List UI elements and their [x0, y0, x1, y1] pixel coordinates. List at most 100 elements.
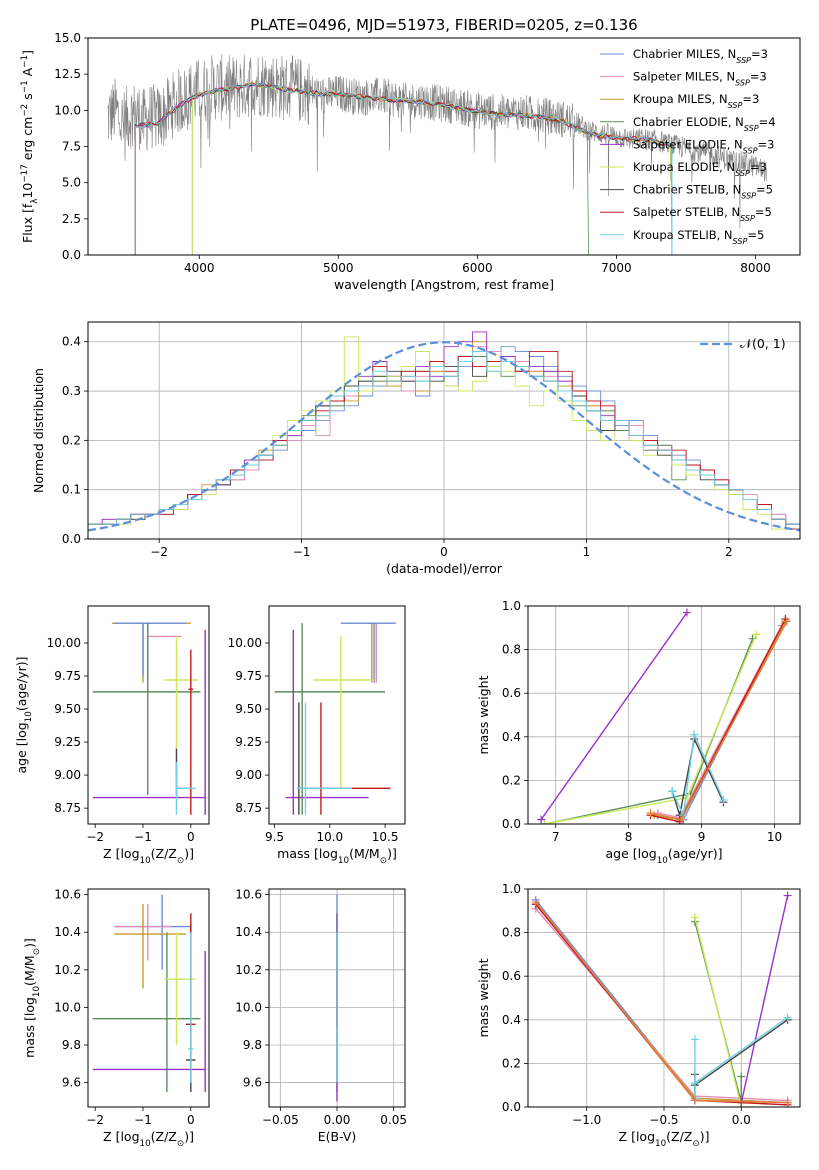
normal-curve [88, 341, 800, 532]
axes-frame [527, 888, 801, 1108]
weight-marker [677, 815, 686, 824]
spectrum-plot-area [107, 54, 767, 255]
weight-vs-age-plot-area [537, 608, 791, 824]
y-tick-label: 2.5 [62, 212, 81, 226]
figure-title: PLATE=0496, MJD=51973, FIBERID=0205, z=0… [250, 16, 637, 34]
y-tick-label: 0.0 [502, 1100, 521, 1114]
x-tick-label: 10.5 [372, 830, 399, 844]
y-axis-label: mass weight [476, 675, 491, 754]
y-tick-label: 10.0 [235, 1000, 262, 1014]
y-tick-label: 10.4 [235, 925, 262, 939]
spectrum-legend: Chabrier MILES, NSSP=3 Salpeter MILES, NS… [600, 47, 776, 245]
axes-layer: 4000 5000 6000 7000 80000.02.55.07.510.012.5… [14, 31, 801, 1149]
legend-label: Kroupa STELIB, NSSP=5 [633, 228, 764, 246]
y-tick-label: 12.5 [54, 67, 81, 81]
y-tick-label: 9.6 [62, 1076, 81, 1090]
weight-marker [690, 1035, 699, 1044]
weight-marker [690, 730, 699, 739]
y-tick-label: 9.50 [235, 702, 262, 716]
y-axis-label: Flux [fλ10−17 erg cm−2 s−1 A−1] [20, 50, 40, 243]
x-tick-label: −1 [134, 830, 152, 844]
residuals-legend: 𝒩(0, 1) [700, 336, 786, 351]
residuals-plot-area [88, 331, 800, 532]
y-tick-label: 10.2 [235, 963, 262, 977]
y-tick-label: 0.4 [62, 335, 81, 349]
x-tick-label: 7000 [601, 261, 632, 275]
x-tick-label: 0.00 [324, 1113, 351, 1127]
y-tick-label: 1.0 [502, 882, 521, 896]
weight-line-kroupa-elodie [694, 917, 742, 1107]
mass-vs-Z-axes: −2 −1 0 9.6 9.8 10.0 10.2 10.4 10.6 Z [log10(Z/Z⊙… [22, 888, 210, 1149]
x-tick-label: 9 [698, 830, 706, 844]
y-axis-label: age [log10(age/yr)] [14, 656, 34, 773]
x-axis-label: E(B-V) [318, 1129, 357, 1144]
legend-label: 𝒩(0, 1) [740, 336, 786, 351]
y-tick-label: 0.0 [62, 248, 81, 262]
x-axis-label: (data-model)/error [386, 561, 503, 576]
y-tick-label: 9.6 [243, 1076, 262, 1090]
y-tick-label: 9.75 [235, 669, 262, 683]
x-tick-label: 7 [552, 830, 560, 844]
x-tick-label: 5000 [323, 261, 354, 275]
x-tick-label: 0 [187, 1113, 195, 1127]
legend-label: Chabrier ELODIE, NSSP=4 [633, 115, 776, 133]
y-tick-label: 0.1 [62, 483, 81, 497]
axes-frame [87, 321, 801, 540]
y-tick-label: 9.25 [235, 735, 262, 749]
y-tick-label: 8.75 [54, 801, 81, 815]
weight-line-kroupa-stelib [694, 1017, 789, 1099]
axes-frame [268, 605, 406, 825]
age-vs-mass-axes: 9.5 10.0 10.5 8.75 9.00 9.25 9.50 9.75 10.00 mass… [228, 605, 406, 866]
spectrum-axes: 4000 5000 6000 7000 8000 0.0 2.5 5.0 7.5 10.0 12.5… [20, 31, 801, 292]
y-tick-label: 10.00 [228, 636, 262, 650]
y-tick-label: 15.0 [54, 31, 81, 45]
legend-label: Kroupa MILES, NSSP=3 [633, 92, 759, 110]
y-tick-label: 0.2 [502, 1056, 521, 1070]
weight-marker [783, 1013, 792, 1022]
y-tick-label: 0.0 [502, 817, 521, 831]
y-tick-label: 0.6 [502, 686, 521, 700]
y-tick-label: 9.00 [54, 768, 81, 782]
x-tick-label: 0.0 [732, 1113, 751, 1127]
y-tick-label: 10.6 [235, 888, 262, 902]
model-line-kroupa-stelib [134, 82, 673, 255]
weight-marker [537, 815, 546, 824]
weight-vs-age-axes: 7 8 9 10 0.0 0.2 0.4 0.6 0.8 1.0 age [log10(age/yr… [476, 599, 801, 866]
y-tick-label: 1.0 [502, 599, 521, 613]
y-tick-label: 9.8 [62, 1038, 81, 1052]
y-tick-label: 0.2 [62, 433, 81, 447]
y-tick-label: 0.8 [502, 926, 521, 940]
x-tick-label: 4000 [184, 261, 215, 275]
weight-marker [752, 630, 761, 639]
y-tick-label: 5.0 [62, 176, 81, 190]
x-tick-label: 8000 [740, 261, 771, 275]
x-tick-label: −1 [134, 1113, 152, 1127]
x-tick-label: −1.0 [572, 1113, 601, 1127]
legend-label: Salpeter ELODIE, NSSP=3 [633, 137, 774, 155]
y-tick-label: 9.75 [54, 669, 81, 683]
x-tick-label: 6000 [462, 261, 493, 275]
y-tick-label: 0.3 [62, 384, 81, 398]
y-tick-label: 8.75 [235, 801, 262, 815]
weight-vs-Z-axes: −1.0 −0.5 0.0 0.0 0.2 0.4 0.6 0.8 1.0 Z [log10(Z/… [476, 882, 801, 1149]
histogram-kroupa-stelib [88, 351, 800, 525]
age-vs-Z-plot-area [92, 622, 206, 815]
axes-frame [87, 605, 210, 825]
axes-frame [87, 888, 210, 1108]
weight-line-salpeter-elodie [540, 612, 688, 821]
weight-marker [690, 913, 699, 922]
x-axis-label: Z [log10(Z/Z⊙)] [619, 1129, 710, 1149]
x-axis-label: wavelength [Angstrom, rest frame] [334, 277, 554, 292]
y-tick-label: 9.00 [235, 768, 262, 782]
weight-marker [782, 617, 791, 626]
weight-marker [668, 787, 677, 796]
age-vs-mass-plot-area [274, 622, 397, 815]
x-axis-label: Z [log10(Z/Z⊙)] [103, 1129, 194, 1149]
x-axis-label: mass [log10(M/M⊙)] [277, 846, 397, 866]
y-axis-label: mass [log10(M/M⊙)] [22, 938, 42, 1058]
mass-vs-ebv-axes: −0.05 0.00 0.05 9.6 9.8 10.0 10.2 10.4 10.6 E(B-V… [235, 888, 407, 1144]
y-tick-label: 10.0 [54, 1000, 81, 1014]
weight-marker [646, 809, 655, 818]
age-vs-Z-axes: −2 −1 0 8.75 9.00 9.25 9.50 9.75 10.00 Z [log10(Z… [14, 605, 210, 866]
